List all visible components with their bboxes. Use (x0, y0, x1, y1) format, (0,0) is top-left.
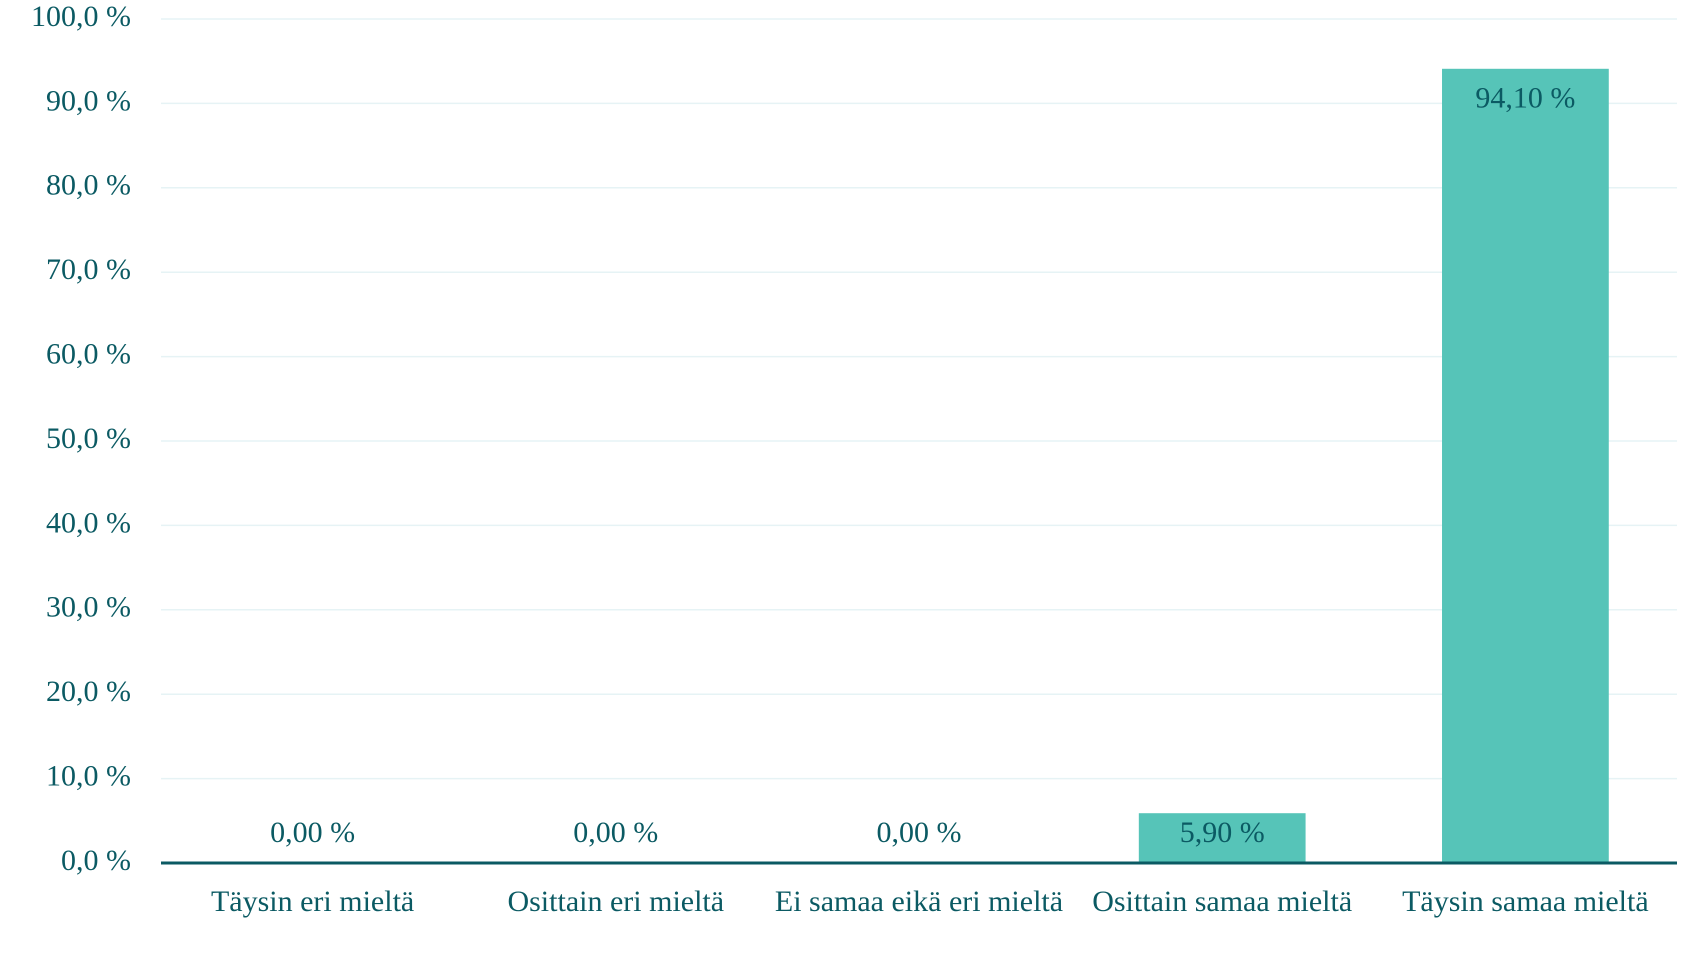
y-tick-label: 30,0 % (46, 591, 131, 624)
y-tick-label: 20,0 % (46, 675, 131, 708)
value-label: 0,00 % (877, 816, 962, 849)
value-label: 0,00 % (573, 816, 658, 849)
y-tick-label: 60,0 % (46, 337, 131, 370)
value-label: 0,00 % (270, 816, 355, 849)
y-tick-label: 10,0 % (46, 759, 131, 792)
value-label: 94,10 % (1475, 82, 1575, 115)
y-tick-label: 50,0 % (46, 422, 131, 455)
x-tick-label: Ei samaa eikä eri mieltä (774, 885, 1064, 918)
x-tick-label: Osittain samaa mieltä (1092, 885, 1353, 918)
bar (1138, 813, 1306, 863)
x-tick-label: Täysin eri mieltä (210, 885, 415, 918)
y-tick-label: 40,0 % (46, 506, 131, 539)
x-tick-label: Osittain eri mieltä (507, 885, 725, 918)
y-tick-label: 70,0 % (46, 253, 131, 286)
value-label: 5,90 % (1180, 816, 1265, 849)
x-tick-label: Täysin samaa mieltä (1402, 885, 1649, 918)
y-tick-label: 90,0 % (46, 84, 131, 117)
bar (1442, 68, 1609, 863)
y-tick-label: 100,0 % (31, 0, 131, 33)
y-tick-label: 80,0 % (46, 169, 131, 202)
y-tick-label: 0,0 % (61, 844, 131, 877)
